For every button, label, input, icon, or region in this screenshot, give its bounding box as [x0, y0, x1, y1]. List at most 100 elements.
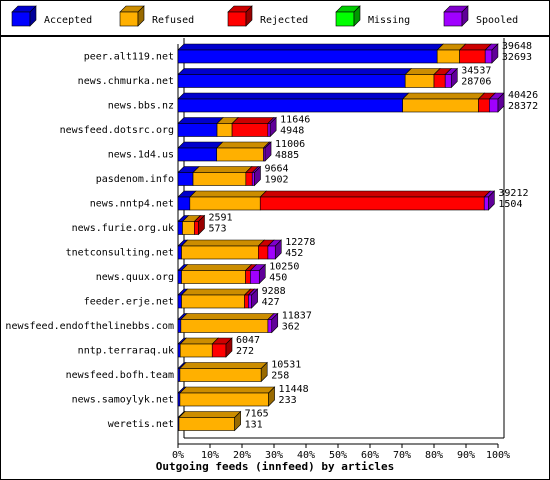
- face-front: [177, 343, 181, 358]
- face-front: [181, 294, 245, 309]
- face-top: [177, 141, 224, 149]
- accepted-label: 28706: [461, 77, 491, 88]
- face-front: [259, 196, 485, 211]
- y-tick-label: news.nntp4.net: [90, 199, 174, 210]
- offered-label: 39212: [498, 188, 528, 199]
- face-top: [178, 411, 242, 418]
- y-tick-label: pasdenom.info: [96, 174, 174, 185]
- face-top: [177, 92, 410, 100]
- bar-segment: [231, 117, 275, 137]
- face-front: [267, 123, 271, 137]
- face-side: [251, 288, 258, 309]
- face-side: [269, 116, 277, 138]
- bar-segment: [483, 190, 496, 211]
- face-top: [177, 43, 444, 51]
- offered-label: 2591: [208, 213, 232, 224]
- face-front: [177, 123, 218, 137]
- legend-swatch: [119, 5, 145, 27]
- x-tick-label: 90%: [457, 450, 475, 461]
- x-tick-label: 30%: [265, 450, 283, 461]
- accepted-label: 272: [236, 346, 254, 357]
- y-tick-label: news.bbs.nz: [108, 101, 174, 112]
- face-side: [491, 43, 499, 64]
- face-front: [179, 392, 269, 407]
- face-front: [433, 74, 446, 88]
- face-front: [177, 98, 403, 113]
- face-side: [274, 239, 282, 260]
- offered-label: 11837: [282, 311, 312, 322]
- legend-swatch: [443, 5, 469, 27]
- accepted-label: 233: [279, 395, 297, 406]
- face-side: [497, 92, 505, 113]
- legend-swatch: [335, 5, 361, 27]
- face-side: [29, 5, 37, 27]
- face-front: [489, 98, 499, 113]
- face-front: [11, 11, 31, 27]
- face-side: [258, 263, 266, 285]
- accepted-label: 1504: [498, 199, 522, 210]
- face-front: [177, 245, 182, 260]
- face-front: [335, 11, 355, 27]
- face-front: [177, 196, 191, 211]
- face-front: [177, 221, 183, 235]
- face-front: [181, 270, 246, 284]
- y-tick-label: newsfeed.bofh.team: [66, 370, 174, 381]
- offered-label: 11646: [280, 115, 310, 126]
- face-front: [179, 343, 213, 358]
- bar-segment: [180, 288, 252, 309]
- face-front: [192, 172, 247, 186]
- face-front: [484, 49, 493, 64]
- x-tick-label: 0%: [172, 450, 184, 461]
- bar-segment: [192, 166, 253, 186]
- bar-segment: [177, 68, 412, 88]
- y-tick-label: tnetconsulting.net: [66, 248, 174, 259]
- face-side: [225, 337, 233, 358]
- face-front: [267, 319, 273, 333]
- face-front: [177, 172, 194, 186]
- face-front: [189, 196, 261, 211]
- accepted-label: 4948: [280, 126, 304, 137]
- face-side: [234, 410, 241, 432]
- accepted-label: 1902: [264, 175, 288, 186]
- face-side: [260, 361, 268, 383]
- face-side: [461, 5, 469, 27]
- bar-segment: [251, 165, 262, 187]
- x-tick-label: 60%: [361, 450, 379, 461]
- y-tick-label: news.furie.org.uk: [72, 223, 174, 234]
- bar-segment: [177, 141, 224, 162]
- legend-label: Missing: [368, 15, 410, 26]
- bar-segment: [259, 190, 491, 211]
- offered-label: 9664: [264, 164, 288, 175]
- legend-swatch: [227, 5, 253, 27]
- bar-segment: [444, 67, 459, 89]
- face-front: [478, 98, 490, 113]
- offered-label: 11006: [275, 139, 305, 150]
- face-top: [189, 190, 267, 198]
- face-front: [177, 319, 182, 333]
- face-side: [271, 312, 279, 334]
- face-front: [178, 417, 235, 431]
- x-tick-label: 80%: [425, 450, 443, 461]
- face-top: [179, 337, 219, 345]
- accepted-label: 28372: [508, 101, 538, 112]
- legend-label: Refused: [152, 15, 194, 26]
- face-front: [177, 74, 406, 88]
- bar-segment: [179, 361, 268, 383]
- accepted-label: 427: [262, 297, 280, 308]
- face-front: [244, 294, 249, 309]
- offered-label: 40426: [508, 90, 538, 101]
- accepted-label: 258: [271, 371, 289, 382]
- face-top: [177, 68, 412, 75]
- face-side: [198, 214, 205, 236]
- face-front: [119, 11, 139, 27]
- bar-segment: [488, 92, 505, 113]
- bar-segment: [178, 410, 242, 432]
- x-tick-label: 50%: [329, 450, 347, 461]
- face-front: [231, 123, 269, 137]
- face-front: [436, 49, 460, 64]
- face-side: [488, 190, 495, 211]
- bar-segment: [249, 263, 267, 285]
- bar-segment: [458, 43, 492, 64]
- x-tick-label: 100%: [486, 450, 510, 461]
- face-side: [137, 5, 145, 27]
